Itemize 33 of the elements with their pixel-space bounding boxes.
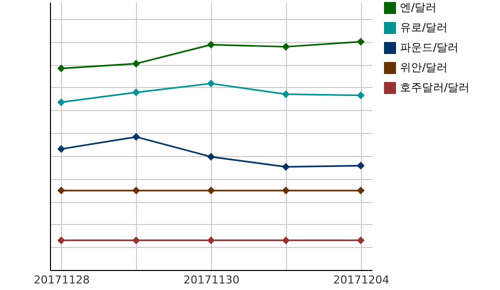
point bbox=[132, 88, 140, 96]
point bbox=[132, 236, 140, 244]
point bbox=[282, 236, 290, 244]
point bbox=[132, 133, 140, 141]
x-tick-label: 20171128 bbox=[34, 274, 90, 286]
legend-label: 파운드/달러 bbox=[400, 41, 459, 54]
point bbox=[57, 145, 66, 153]
point bbox=[207, 80, 215, 88]
point bbox=[207, 40, 215, 49]
point bbox=[282, 90, 290, 98]
legend-label: 위안/달러 bbox=[400, 61, 448, 74]
x-tick-label: 20171130 bbox=[184, 274, 240, 286]
point bbox=[356, 162, 365, 170]
point bbox=[356, 91, 365, 100]
legend-label: 호주달러/달러 bbox=[400, 81, 470, 94]
point bbox=[282, 162, 290, 171]
point bbox=[57, 64, 66, 72]
point bbox=[356, 186, 365, 194]
point bbox=[356, 38, 365, 46]
point bbox=[57, 98, 66, 106]
point bbox=[282, 42, 290, 51]
legend-label: 엔/달러 bbox=[400, 1, 437, 14]
point bbox=[132, 186, 140, 194]
point bbox=[57, 186, 66, 194]
legend-label: 유로/달러 bbox=[400, 21, 448, 34]
point bbox=[57, 236, 66, 244]
x-tick-label: 20171204 bbox=[333, 274, 390, 286]
point bbox=[356, 236, 365, 244]
point bbox=[132, 60, 140, 68]
point bbox=[282, 186, 290, 194]
point bbox=[207, 186, 215, 194]
point bbox=[207, 152, 215, 161]
point bbox=[207, 236, 215, 244]
